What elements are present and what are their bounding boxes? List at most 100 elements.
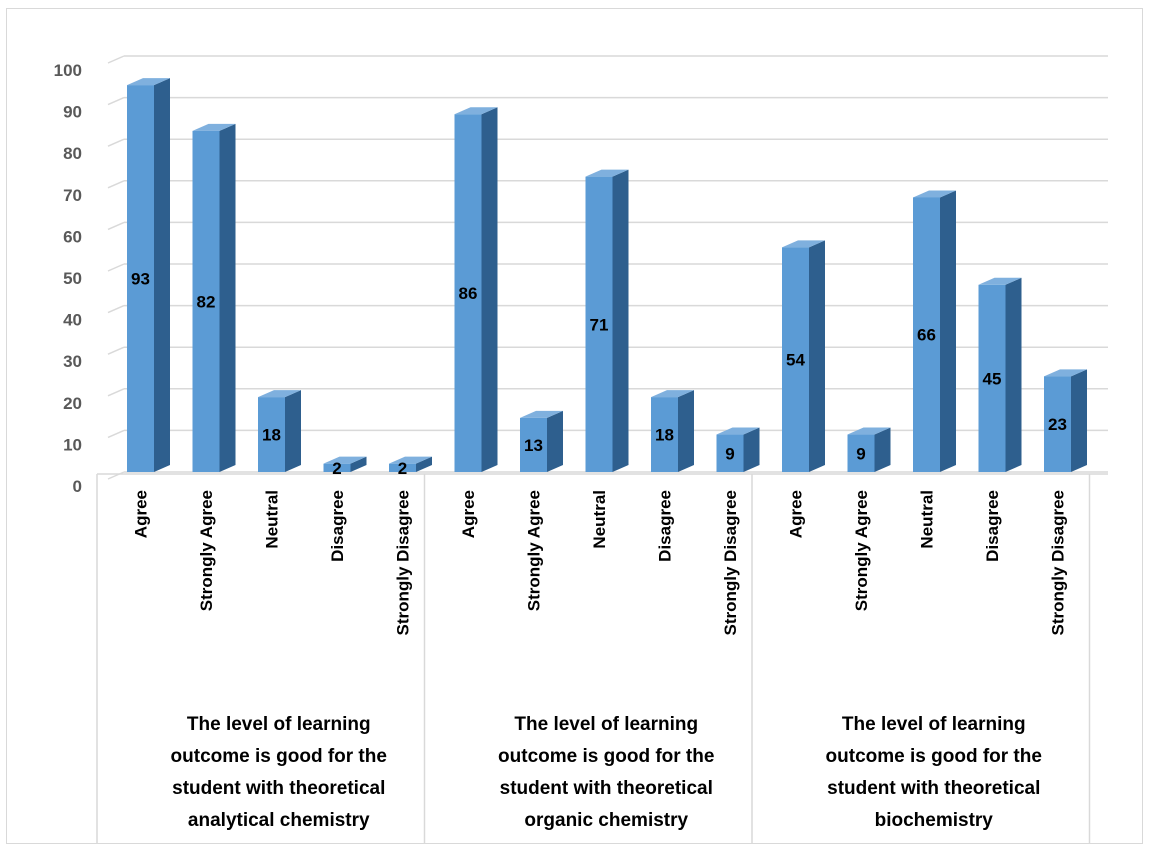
bar-top bbox=[913, 190, 956, 198]
bar-top bbox=[651, 390, 694, 398]
y-tick-label: 40 bbox=[63, 311, 82, 330]
gridline-depth bbox=[107, 471, 125, 480]
group-label-line: outcome is good for the bbox=[826, 746, 1042, 767]
bar bbox=[782, 247, 809, 472]
bar-top bbox=[978, 277, 1022, 285]
data-label: 45 bbox=[983, 369, 1002, 388]
bar-top bbox=[192, 123, 236, 131]
gridline-depth bbox=[107, 96, 125, 106]
gridline-depth bbox=[107, 138, 125, 147]
bar-top bbox=[389, 456, 432, 464]
gridline-depth bbox=[107, 388, 125, 397]
gridline-depth bbox=[107, 180, 125, 189]
gridline-depth bbox=[107, 55, 125, 64]
bar-top bbox=[258, 390, 301, 398]
category-label: Neutral bbox=[590, 490, 609, 549]
category-label: Strongly Disagree bbox=[394, 490, 413, 636]
group-label: The level of learning outcome is good for… bbox=[498, 714, 714, 831]
category-label: Neutral bbox=[918, 490, 937, 549]
labels: 0 10 20 30 40 50 60 70 80 90 100 93 Agree 82 Strongly … bbox=[54, 61, 1068, 831]
bar-top bbox=[716, 427, 760, 435]
group-label: The level of learning outcome is good for… bbox=[826, 714, 1042, 831]
y-tick-label: 70 bbox=[63, 186, 82, 205]
group-label-line: organic chemistry bbox=[524, 810, 688, 831]
y-tick-label: 30 bbox=[63, 352, 82, 371]
category-label: Strongly Agree bbox=[197, 490, 216, 611]
bar bbox=[258, 397, 285, 472]
category-label: Agree bbox=[787, 490, 806, 538]
group-label-line: analytical chemistry bbox=[188, 810, 370, 831]
data-label: 13 bbox=[524, 436, 543, 455]
bar bbox=[192, 130, 220, 472]
group-label: The level of learning outcome is good for… bbox=[171, 714, 387, 831]
bar bbox=[978, 284, 1006, 472]
y-tick-label: 0 bbox=[73, 477, 82, 496]
bar bbox=[716, 434, 744, 472]
data-label: 86 bbox=[459, 284, 478, 303]
bar bbox=[847, 434, 875, 472]
bar-side bbox=[940, 190, 956, 472]
gridline-depth bbox=[107, 346, 125, 355]
bar bbox=[127, 85, 154, 473]
bar-side bbox=[285, 390, 301, 472]
category-label: Strongly Disagree bbox=[1049, 490, 1068, 636]
category-label: Strongly Agree bbox=[852, 490, 871, 611]
gridline-depth bbox=[107, 429, 125, 439]
data-label: 66 bbox=[917, 326, 936, 345]
y-tick-label: 80 bbox=[63, 144, 82, 163]
bar-side bbox=[547, 410, 563, 472]
bar-top bbox=[520, 410, 563, 418]
category-label: Disagree bbox=[656, 490, 675, 562]
bar-side bbox=[1071, 369, 1087, 472]
bar-side bbox=[350, 456, 367, 472]
bar bbox=[323, 463, 351, 472]
bar-side bbox=[219, 123, 236, 472]
bar bbox=[651, 397, 678, 472]
group-label-line: biochemistry bbox=[875, 810, 994, 831]
y-tick-label: 100 bbox=[54, 61, 82, 80]
bar-side bbox=[612, 169, 629, 472]
group-label-line: The level of learning bbox=[514, 714, 698, 735]
data-label: 18 bbox=[262, 426, 281, 445]
bar bbox=[520, 417, 547, 472]
bar bbox=[913, 197, 940, 472]
data-label: 9 bbox=[725, 444, 734, 463]
gridline-depth bbox=[107, 221, 125, 231]
group-label-line: The level of learning bbox=[842, 714, 1026, 735]
category-label: Agree bbox=[459, 490, 478, 538]
bar-top bbox=[585, 169, 629, 177]
group-label-line: outcome is good for the bbox=[498, 746, 714, 767]
data-label: 2 bbox=[398, 459, 407, 478]
bar-top bbox=[782, 240, 825, 248]
bar-side bbox=[874, 427, 891, 472]
bar-top bbox=[323, 456, 367, 464]
data-label: 54 bbox=[786, 351, 805, 370]
y-tick-label: 10 bbox=[63, 435, 82, 454]
bar-top bbox=[454, 107, 498, 115]
category-label: Agree bbox=[132, 490, 151, 538]
category-label: Strongly Agree bbox=[525, 490, 544, 611]
y-tick-label: 50 bbox=[63, 269, 82, 288]
group-label-line: The level of learning bbox=[187, 714, 371, 735]
bars bbox=[127, 78, 1087, 473]
group-label-line: outcome is good for the bbox=[171, 746, 387, 767]
gridline-depth bbox=[107, 304, 125, 314]
bar-side bbox=[678, 390, 694, 472]
bar-top bbox=[127, 78, 170, 86]
bar bbox=[1044, 376, 1071, 472]
group-label-line: student with theoretical bbox=[500, 778, 713, 799]
data-label: 9 bbox=[856, 444, 865, 463]
y-tick-label: 20 bbox=[63, 394, 82, 413]
bar-side bbox=[743, 427, 760, 472]
chart-frame bbox=[6, 8, 1143, 844]
group-label-line: student with theoretical bbox=[172, 778, 385, 799]
category-label: Disagree bbox=[328, 490, 347, 562]
data-label: 71 bbox=[590, 315, 609, 334]
bar bbox=[585, 176, 613, 472]
bar-side bbox=[416, 456, 432, 472]
category-label: Strongly Disagree bbox=[721, 490, 740, 636]
group-label-line: student with theoretical bbox=[827, 778, 1040, 799]
bar-top bbox=[1044, 369, 1087, 377]
